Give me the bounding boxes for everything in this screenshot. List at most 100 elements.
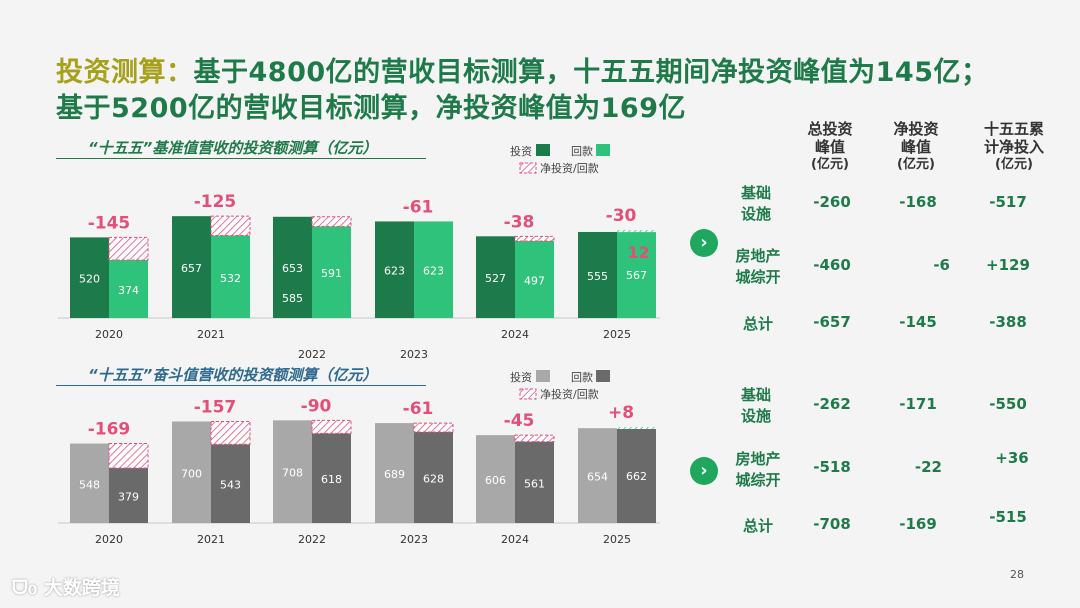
x-tick-label: 2021 <box>197 328 225 341</box>
invest-bar <box>375 423 414 523</box>
invest-bar <box>172 421 211 523</box>
net-return-hatch <box>617 230 656 233</box>
return-value-label: 662 <box>626 470 647 483</box>
header-line: 峰值 <box>900 138 931 156</box>
return-value-label: 567 <box>626 269 647 282</box>
return-bar <box>617 230 656 318</box>
net-invest-hatch <box>514 434 555 443</box>
legend-return-label: 回款 <box>571 370 593 384</box>
cell-value: -168 <box>899 193 937 211</box>
row-category: 总计 <box>742 517 773 535</box>
net-value-label: -145 <box>88 213 131 233</box>
x-tick-label: 2025 <box>603 533 631 546</box>
cell-value: +129 <box>986 256 1030 274</box>
invest-bar <box>273 216 312 318</box>
header-unit: (亿元) <box>995 157 1033 172</box>
cell-value: -388 <box>989 313 1027 331</box>
legend-return-label: 回款 <box>571 144 593 158</box>
return-bar <box>109 260 148 318</box>
logo-icon: ᗜ᧐ <box>12 577 38 599</box>
title-line1-text: 基于4800亿的营收目标测算，十五五期间净投资峰值为145亿； <box>193 57 989 88</box>
legend-invest-swatch <box>536 144 550 156</box>
x-tick-label: 2025 <box>603 328 631 341</box>
net-invest-hatch <box>311 419 352 434</box>
chart-bottom-title: “十五五”奋斗值营收的投资额测算（亿元） <box>88 366 378 384</box>
cell-value: -517 <box>989 193 1027 211</box>
legend-net-label: 净投资/回款 <box>540 161 599 175</box>
net-value-label: -30 <box>606 206 637 226</box>
return-bar <box>617 427 656 523</box>
x-tick-label: 2020 <box>95 328 123 341</box>
return-bar <box>515 240 554 318</box>
x-tick-label: 2022 <box>298 533 326 546</box>
header-line: 总投资 <box>807 120 853 138</box>
x-tick-label: 2024 <box>501 533 529 546</box>
invest-value-label: 527 <box>485 272 506 285</box>
net-invest-hatch <box>210 215 251 237</box>
invest-bar <box>578 231 617 318</box>
cell-value: -145 <box>899 313 937 331</box>
net-invest-hatch <box>514 235 555 242</box>
cell-value: -22 <box>914 458 942 476</box>
header-total-invest-peak: 总投资 峰值 (亿元) <box>800 120 860 174</box>
header-line: 计净投入 <box>983 138 1044 156</box>
net-value-label: -45 <box>504 411 535 431</box>
cell-value: -657 <box>813 313 851 331</box>
charts-canvas: 520 374 -145 2020 657 532 -125 2021 585 653 591 202… <box>58 144 660 546</box>
net-invest-hatch <box>210 421 251 445</box>
invest-bar <box>172 216 211 318</box>
category-line: 设施 <box>740 205 771 223</box>
net-invest-hatch <box>108 443 149 469</box>
row-category: 房地产 城综开 <box>726 246 790 288</box>
return-value-label: 379 <box>118 491 139 504</box>
chevron-right-icon: › <box>690 229 718 257</box>
row-category: 总计 <box>742 315 773 333</box>
return-bar <box>515 441 554 523</box>
return-bar <box>211 444 250 523</box>
net-return-hatch <box>617 427 656 430</box>
cell-value: -515 <box>989 508 1027 526</box>
invest-value-label: 689 <box>384 468 405 481</box>
net-value-label: -125 <box>194 192 237 212</box>
category-line: 城综开 <box>735 471 781 489</box>
invest-bar <box>70 443 109 523</box>
cell-value: -169 <box>899 515 937 533</box>
title-label: 投资测算： <box>56 57 194 88</box>
cell-value: +36 <box>995 449 1029 467</box>
header-line: 净投资 <box>893 120 939 138</box>
cell-value: -518 <box>813 458 851 476</box>
invest-value-label: 657 <box>181 262 202 275</box>
return-bar <box>211 235 250 318</box>
header-line: 十五五累 <box>983 120 1044 138</box>
cell-value: -171 <box>899 395 937 413</box>
net-value-label: +8 <box>608 403 634 423</box>
category-line: 基础 <box>740 386 771 404</box>
legend-net-swatch <box>519 388 537 400</box>
net-value-label: -38 <box>504 212 535 232</box>
return-bar <box>312 433 351 523</box>
net-value-label: -169 <box>88 420 131 440</box>
return-value-label: 623 <box>423 265 444 278</box>
page-title-line2: 基于5200亿的营收目标测算，净投资峰值为169亿 <box>56 93 687 124</box>
invest-value-label: 520 <box>79 273 100 286</box>
header-line: 峰值 <box>814 138 845 156</box>
return-value-label: 561 <box>524 477 545 490</box>
net-value-label: -61 <box>403 197 434 217</box>
cell-value: -262 <box>813 395 851 413</box>
x-tick-label: 2021 <box>197 533 225 546</box>
page-title-line1: 投资测算：基于4800亿的营收目标测算，十五五期间净投资峰值为145亿； <box>56 50 989 89</box>
invest-value-label: 654 <box>587 471 608 484</box>
category-line: 基础 <box>740 184 771 202</box>
invest-value-label: 548 <box>79 478 100 491</box>
return-bar <box>414 221 453 318</box>
invest-bar <box>70 237 109 318</box>
chevron-right-icon: › <box>690 457 718 485</box>
row-category: 房地产 城综开 <box>726 449 790 491</box>
invest-value-label: 606 <box>485 474 506 487</box>
chart-bottom-title-underline <box>56 385 426 386</box>
return-value-label: 497 <box>524 274 545 287</box>
watermark-text: 大数跨境 <box>43 577 120 599</box>
net-extra-label: 12 <box>627 243 649 262</box>
return-bar <box>414 431 453 523</box>
return-value-label: 618 <box>321 473 342 486</box>
